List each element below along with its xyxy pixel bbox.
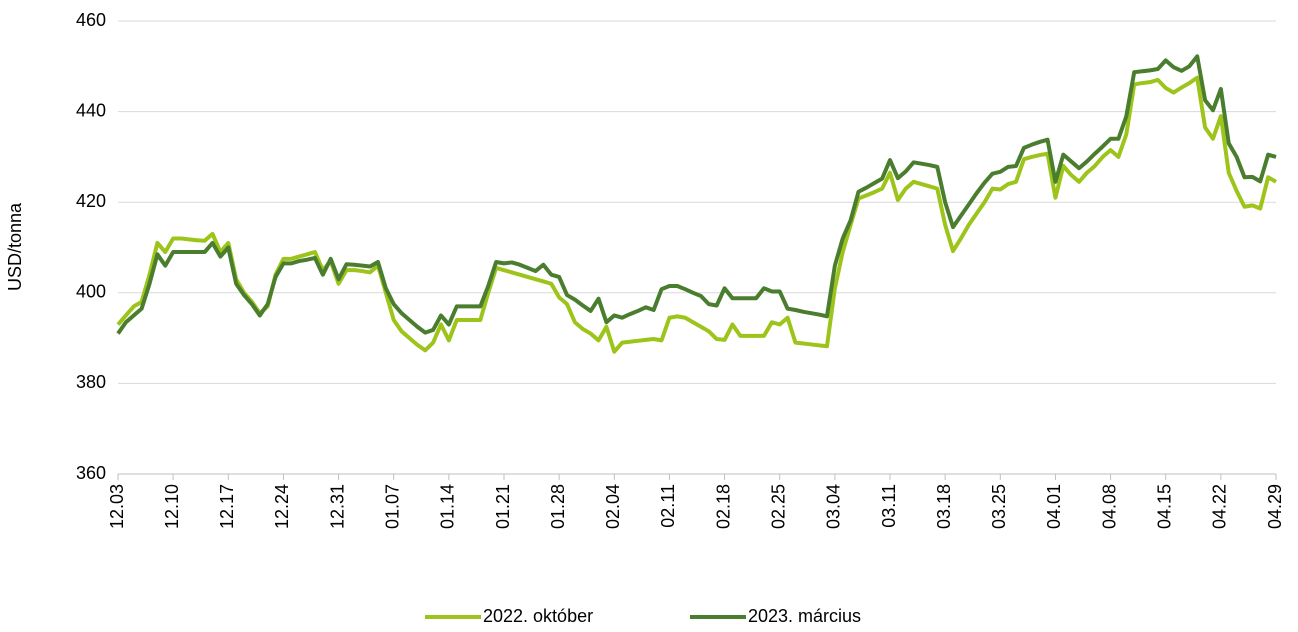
x-tick-label: 01.14	[438, 484, 458, 529]
x-tick-label: 12.10	[162, 484, 182, 529]
x-tick-label: 12.31	[327, 484, 347, 529]
x-tick-label: 12.17	[217, 484, 237, 529]
series-line	[116, 75, 1277, 354]
x-tick-label: 02.25	[768, 484, 788, 529]
x-tick-label: 01.28	[548, 484, 568, 529]
x-tick-label: 04.08	[1099, 484, 1119, 529]
x-tick-label: 04.01	[1044, 484, 1064, 529]
x-tick-label: 02.18	[713, 484, 733, 529]
x-tick-label: 12.24	[272, 484, 292, 529]
legend-label: 2022. október	[483, 606, 593, 626]
y-tick-label: 460	[76, 10, 106, 30]
x-tick-label: 03.25	[989, 484, 1009, 529]
legend-label: 2023. március	[748, 606, 861, 626]
x-tick-label: 01.07	[382, 484, 402, 529]
x-tick-label: 04.22	[1210, 484, 1230, 529]
y-tick-label: 420	[76, 191, 106, 211]
x-tick-label: 04.15	[1154, 484, 1174, 529]
x-tick-label: 03.18	[934, 484, 954, 529]
x-tick-label: 02.11	[658, 484, 678, 528]
x-tick-label: 12.03	[107, 484, 127, 529]
x-tick-label: 03.04	[824, 484, 844, 529]
series-line	[116, 54, 1277, 335]
x-tick-label: 02.04	[603, 484, 623, 529]
y-axis-title: USD/tonna	[5, 202, 25, 291]
y-tick-label: 440	[76, 100, 106, 120]
y-tick-label: 360	[76, 463, 106, 483]
y-tick-label: 400	[76, 282, 106, 302]
x-tick-label: 04.29	[1265, 484, 1285, 529]
x-tick-label: 01.21	[493, 484, 513, 529]
x-tick-label: 03.11	[879, 484, 899, 528]
y-tick-label: 380	[76, 372, 106, 392]
